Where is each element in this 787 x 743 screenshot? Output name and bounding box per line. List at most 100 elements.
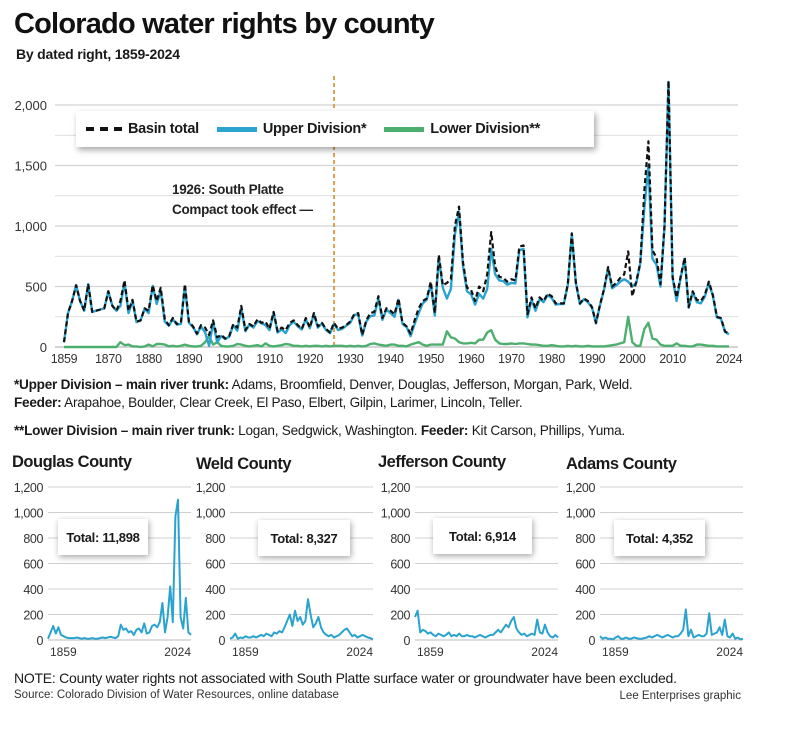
x-tick-label: 1920 <box>297 352 324 366</box>
x-tick-label: 1859 <box>417 645 444 659</box>
x-tick-label: 1990 <box>579 352 606 366</box>
series-line-basin-total <box>62 79 730 343</box>
y-tick-label: 200 <box>205 609 225 623</box>
county-chart-adams: 0 200 400 600 800 1,000 1,200 1859 2024 <box>566 481 744 659</box>
y-tick-label: 1,000 <box>566 507 596 521</box>
x-tick-label: 1870 <box>95 352 122 366</box>
x-tick-label: 1910 <box>256 352 283 366</box>
chart-title: Colorado water rights by county <box>14 8 435 40</box>
y-tick-label: 600 <box>575 558 595 572</box>
y-tick-label: 200 <box>23 609 43 623</box>
county-series-line <box>47 498 192 640</box>
legend-label: Upper Division* <box>262 121 367 137</box>
y-tick-label: 2,000 <box>14 98 47 113</box>
upper-swatch-icon <box>216 126 257 132</box>
y-tick-label: 0 <box>218 634 225 648</box>
county-series-line <box>599 608 744 641</box>
x-tick-label: 1859 <box>51 352 78 366</box>
lower-swatch-icon <box>384 126 425 132</box>
note: NOTE: County water rights not associated… <box>14 670 677 686</box>
douglas-title: Douglas County <box>12 453 132 471</box>
county-chart-weld: 0 200 400 600 800 1,000 1,200 1859 2024 <box>196 481 374 659</box>
y-tick-label: 400 <box>205 583 225 597</box>
jefferson-total: Total: 6,914 <box>433 518 532 554</box>
footnote-bold: Feeder: <box>420 423 469 438</box>
y-tick-label: 0 <box>40 340 47 355</box>
footnote-lower: **Lower Division – main river trunk: Log… <box>14 422 625 440</box>
y-tick-label: 600 <box>23 558 43 572</box>
y-tick-label: 1,000 <box>196 507 226 521</box>
x-tick-label: 1900 <box>216 352 243 366</box>
y-tick-label: 800 <box>23 532 43 546</box>
series-line-lower-division <box>64 315 729 349</box>
y-tick-label: 400 <box>575 583 595 597</box>
legend-item-lower: Lower Division** <box>384 121 540 137</box>
legend-item-upper: Upper Division* <box>216 121 367 137</box>
legend-label: Lower Division** <box>430 121 540 137</box>
douglas-total: Total: 11,898 <box>58 519 148 555</box>
annotation-line: Compact took effect — <box>172 202 313 217</box>
x-tick-label: 2024 <box>531 645 558 659</box>
footnote-bold: *Upper Division – main river trunk: <box>14 377 229 392</box>
footnote-feeder: Feeder: Arapahoe, Boulder, Clear Creek, … <box>14 394 523 412</box>
footnote-text: Adams, Broomfield, Denver, Douglas, Jeff… <box>228 377 633 392</box>
x-tick-label: 2010 <box>659 352 686 366</box>
y-tick-label: 1,000 <box>14 507 44 521</box>
weld-total: Total: 8,327 <box>258 520 350 556</box>
y-tick-label: 0 <box>36 634 43 648</box>
x-tick-label: 2024 <box>346 645 373 659</box>
legend: Basin total Upper Division* Lower Divisi… <box>76 111 594 147</box>
y-tick-label: 1,000 <box>14 219 47 234</box>
y-tick-label: 200 <box>390 609 410 623</box>
x-tick-label: 1960 <box>458 352 485 366</box>
x-tick-label: 2024 <box>716 352 743 366</box>
x-tick-label: 1859 <box>232 645 259 659</box>
y-tick-label: 1,200 <box>566 481 596 495</box>
y-tick-label: 800 <box>575 532 595 546</box>
y-tick-label: 200 <box>575 609 595 623</box>
footnote-bold: **Lower Division – main river trunk: <box>14 423 235 438</box>
y-tick-label: 1,000 <box>381 507 411 521</box>
chart-subtitle: By dated right, 1859-2024 <box>16 46 180 62</box>
x-tick-label: 1890 <box>176 352 203 366</box>
legend-item-basin: Basin total <box>86 121 199 137</box>
x-tick-label: 1859 <box>602 645 629 659</box>
y-tick-label: 800 <box>390 532 410 546</box>
x-tick-label: 1980 <box>538 352 565 366</box>
y-tick-label: 1,500 <box>14 159 47 174</box>
footnote-bold: Feeder: <box>14 395 62 410</box>
source: Source: Colorado Division of Water Resou… <box>14 689 339 701</box>
basin-swatch-icon <box>86 127 122 131</box>
county-series-line <box>229 598 374 641</box>
y-tick-label: 400 <box>390 583 410 597</box>
y-tick-label: 0 <box>588 634 595 648</box>
footnote-text: Logan, Sedgwick, Washington. <box>234 423 421 438</box>
y-tick-label: 500 <box>25 280 47 295</box>
x-tick-label: 2000 <box>619 352 646 366</box>
y-tick-label: 1,200 <box>381 481 411 495</box>
credit: Lee Enterprises graphic <box>619 690 741 702</box>
county-chart-douglas: 0 200 400 600 800 1,000 1,200 1859 2024 <box>14 481 192 659</box>
adams-title: Adams County <box>566 455 677 473</box>
adams-total: Total: 4,352 <box>614 520 705 556</box>
footnote-text: Kit Carson, Phillips, Yuma. <box>468 423 625 438</box>
x-tick-label: 1950 <box>417 352 444 366</box>
x-tick-label: 1880 <box>135 352 162 366</box>
legend-label: Basin total <box>128 121 199 137</box>
y-tick-label: 600 <box>205 558 225 572</box>
footnote-upper: *Upper Division – main river trunk: Adam… <box>14 376 633 394</box>
x-tick-label: 1930 <box>337 352 364 366</box>
compact-annotation: 1926: South Platte Compact took effect — <box>172 180 313 220</box>
y-tick-label: 600 <box>390 558 410 572</box>
county-chart-jefferson: 0 200 400 600 800 1,000 1,200 1859 2024 <box>381 481 559 659</box>
y-tick-label: 1,200 <box>14 481 44 495</box>
jefferson-title: Jefferson County <box>378 453 506 471</box>
x-tick-label: 2024 <box>716 645 743 659</box>
weld-title: Weld County <box>196 455 292 473</box>
annotation-line: 1926: South Platte <box>172 182 284 197</box>
x-tick-label: 1940 <box>377 352 404 366</box>
x-tick-label: 1859 <box>50 645 77 659</box>
y-tick-label: 1,200 <box>196 481 226 495</box>
y-tick-label: 400 <box>23 583 43 597</box>
